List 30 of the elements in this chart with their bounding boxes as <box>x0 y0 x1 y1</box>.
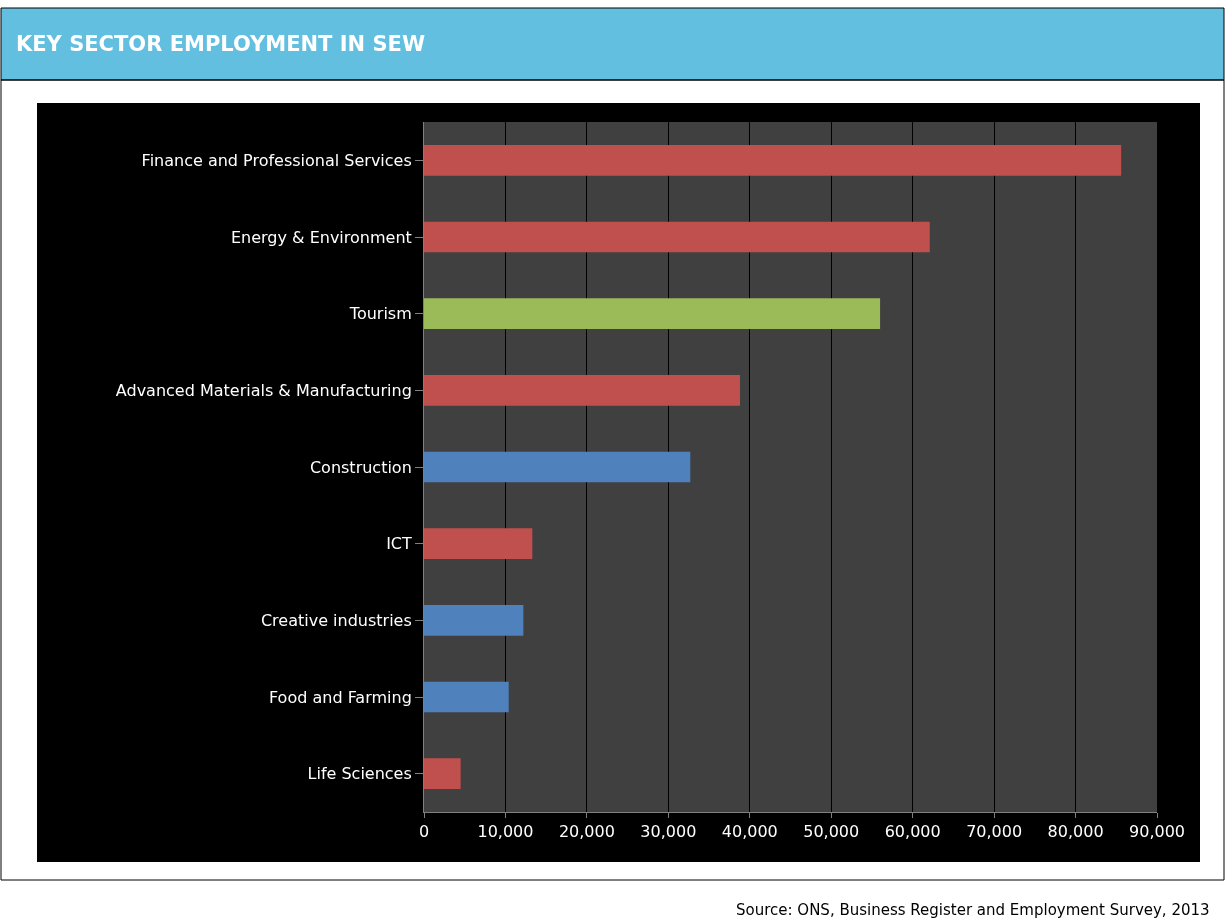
y-tick-label: Creative industries <box>260 610 412 630</box>
source-note: Source: ONS, Business Register and Employment Survey, 2013 <box>736 901 1210 919</box>
bar <box>424 758 461 789</box>
x-tick-label: 30,000 <box>640 822 697 842</box>
x-tick-label: 70,000 <box>966 822 1023 842</box>
y-tick-label: Construction <box>309 457 412 477</box>
x-tick-label: 50,000 <box>803 822 860 842</box>
x-tick-label: 40,000 <box>721 822 778 842</box>
x-tick-label: 90,000 <box>1129 822 1185 842</box>
y-tick-label: ICT <box>386 534 413 554</box>
x-tick-label: 0 <box>418 822 430 842</box>
x-tick-label: 60,000 <box>884 822 941 842</box>
y-tick-label: Life Sciences <box>307 764 412 784</box>
bar <box>424 605 524 636</box>
y-tick-label: Advanced Materials & Manufacturing <box>115 380 412 400</box>
bar <box>424 681 509 713</box>
y-tick-label: Tourism <box>348 304 412 324</box>
y-tick-label: Finance and Professional Services <box>141 150 412 170</box>
bar <box>424 298 881 329</box>
y-tick-label: Energy & Environment <box>230 227 412 247</box>
bar <box>424 528 533 559</box>
bar <box>424 221 930 253</box>
x-tick-label: 20,000 <box>558 822 615 842</box>
y-tick-label: Food and Farming <box>268 687 412 707</box>
text: KEY SECTOR EMPLOYMENT IN SEW <box>16 32 426 56</box>
bar <box>424 375 740 406</box>
bar <box>424 451 691 483</box>
bar <box>424 145 1122 176</box>
x-tick-label: 10,000 <box>477 822 534 842</box>
x-tick-label: 80,000 <box>1047 822 1104 842</box>
